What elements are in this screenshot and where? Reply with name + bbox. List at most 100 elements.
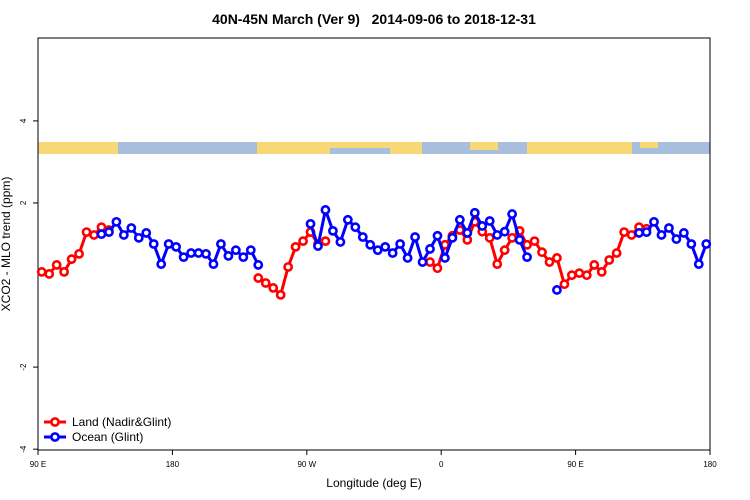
- series-point: [328, 225, 338, 236]
- series-point: [111, 216, 122, 227]
- x-tick-label: 0: [439, 460, 444, 469]
- series-point: [178, 252, 189, 263]
- series-point: [89, 230, 99, 240]
- series-point: [372, 245, 383, 256]
- series-point: [552, 253, 562, 263]
- series-point: [275, 289, 286, 300]
- series-point: [238, 252, 249, 263]
- series-point: [118, 230, 129, 240]
- series-point: [305, 218, 316, 229]
- series-point: [313, 241, 323, 251]
- series-point: [671, 234, 682, 244]
- series-point: [537, 247, 547, 258]
- strip-land: [527, 142, 632, 154]
- series-point: [74, 248, 84, 259]
- series-point: [484, 232, 495, 243]
- series-point: [290, 241, 301, 252]
- x-tick-label: 90 W: [297, 460, 316, 469]
- series-point: [156, 259, 167, 270]
- series-point: [626, 230, 637, 240]
- series-point: [604, 255, 615, 265]
- series-point: [380, 241, 391, 252]
- series-point: [544, 257, 555, 267]
- x-tick-label: 90 E: [567, 460, 583, 469]
- legend-label: Ocean (Glint): [72, 430, 143, 444]
- series-point: [619, 227, 630, 237]
- series-point: [44, 269, 55, 279]
- series-point: [357, 232, 368, 242]
- series-point: [678, 228, 689, 238]
- series-point: [402, 253, 413, 263]
- series-point: [559, 279, 570, 290]
- series-point: [245, 245, 256, 256]
- series-point: [462, 228, 473, 238]
- series-point: [641, 227, 652, 237]
- series-point: [432, 263, 443, 274]
- series-point: [395, 239, 406, 249]
- legend-marker: [50, 417, 60, 427]
- series-point: [320, 205, 331, 215]
- series-point: [566, 270, 577, 281]
- series-point: [193, 248, 204, 258]
- series-point: [634, 228, 644, 238]
- series-point: [365, 239, 376, 250]
- series-point: [96, 229, 107, 240]
- series-point: [656, 230, 667, 240]
- series-point: [484, 216, 495, 226]
- strip-land: [470, 142, 498, 150]
- strip-land: [640, 142, 658, 148]
- series-point: [148, 239, 159, 249]
- series-point: [133, 232, 144, 243]
- series-point: [59, 267, 70, 277]
- series-point: [342, 214, 353, 225]
- series-point: [104, 227, 114, 237]
- series-point: [298, 236, 308, 247]
- series-point: [522, 239, 532, 250]
- series-point: [283, 262, 294, 272]
- y-tick-label: -2: [19, 363, 28, 371]
- series-point: [253, 260, 264, 270]
- series-point: [469, 207, 480, 218]
- series-point: [611, 248, 622, 258]
- series-point: [216, 239, 226, 249]
- legend-marker: [50, 432, 60, 442]
- series-point: [477, 221, 488, 231]
- series-point: [425, 244, 435, 254]
- series-point: [66, 254, 77, 265]
- legend-label: Land (Nadir&Glint): [72, 415, 171, 429]
- series-point: [492, 259, 503, 270]
- y-axis-label: XCO2 - MLO trend (ppm): [0, 177, 13, 312]
- x-tick-label: 90 E: [30, 460, 46, 469]
- y-tick-label: 4: [19, 118, 28, 123]
- series-point: [552, 285, 562, 295]
- series-point: [529, 236, 540, 247]
- series-point: [649, 216, 659, 227]
- x-tick-label: 180: [166, 460, 180, 469]
- series-point: [230, 245, 241, 256]
- series-point: [581, 270, 592, 281]
- series-point: [171, 241, 182, 252]
- series-point: [268, 283, 279, 293]
- y-tick-label: 2: [19, 200, 28, 205]
- chart-title: 40N-45N March (Ver 9) 2014-09-06 to 2018…: [212, 11, 536, 27]
- series-point: [201, 248, 211, 259]
- series-point: [701, 239, 712, 249]
- series-point: [447, 232, 458, 243]
- series-point: [126, 223, 137, 233]
- series-point: [507, 209, 518, 219]
- land-ocean-strip: [38, 142, 710, 154]
- series-point: [260, 278, 271, 288]
- series-point: [693, 259, 704, 270]
- series-point: [440, 253, 450, 263]
- series-point: [514, 234, 525, 245]
- series-point: [208, 259, 219, 270]
- series-point: [141, 228, 152, 238]
- series-point: [163, 239, 174, 249]
- strip-ocean: [330, 148, 390, 154]
- series-point: [454, 214, 465, 225]
- series-point: [223, 251, 234, 261]
- series-point: [387, 248, 398, 258]
- x-tick-label: 180: [703, 460, 717, 469]
- series-point: [410, 232, 420, 242]
